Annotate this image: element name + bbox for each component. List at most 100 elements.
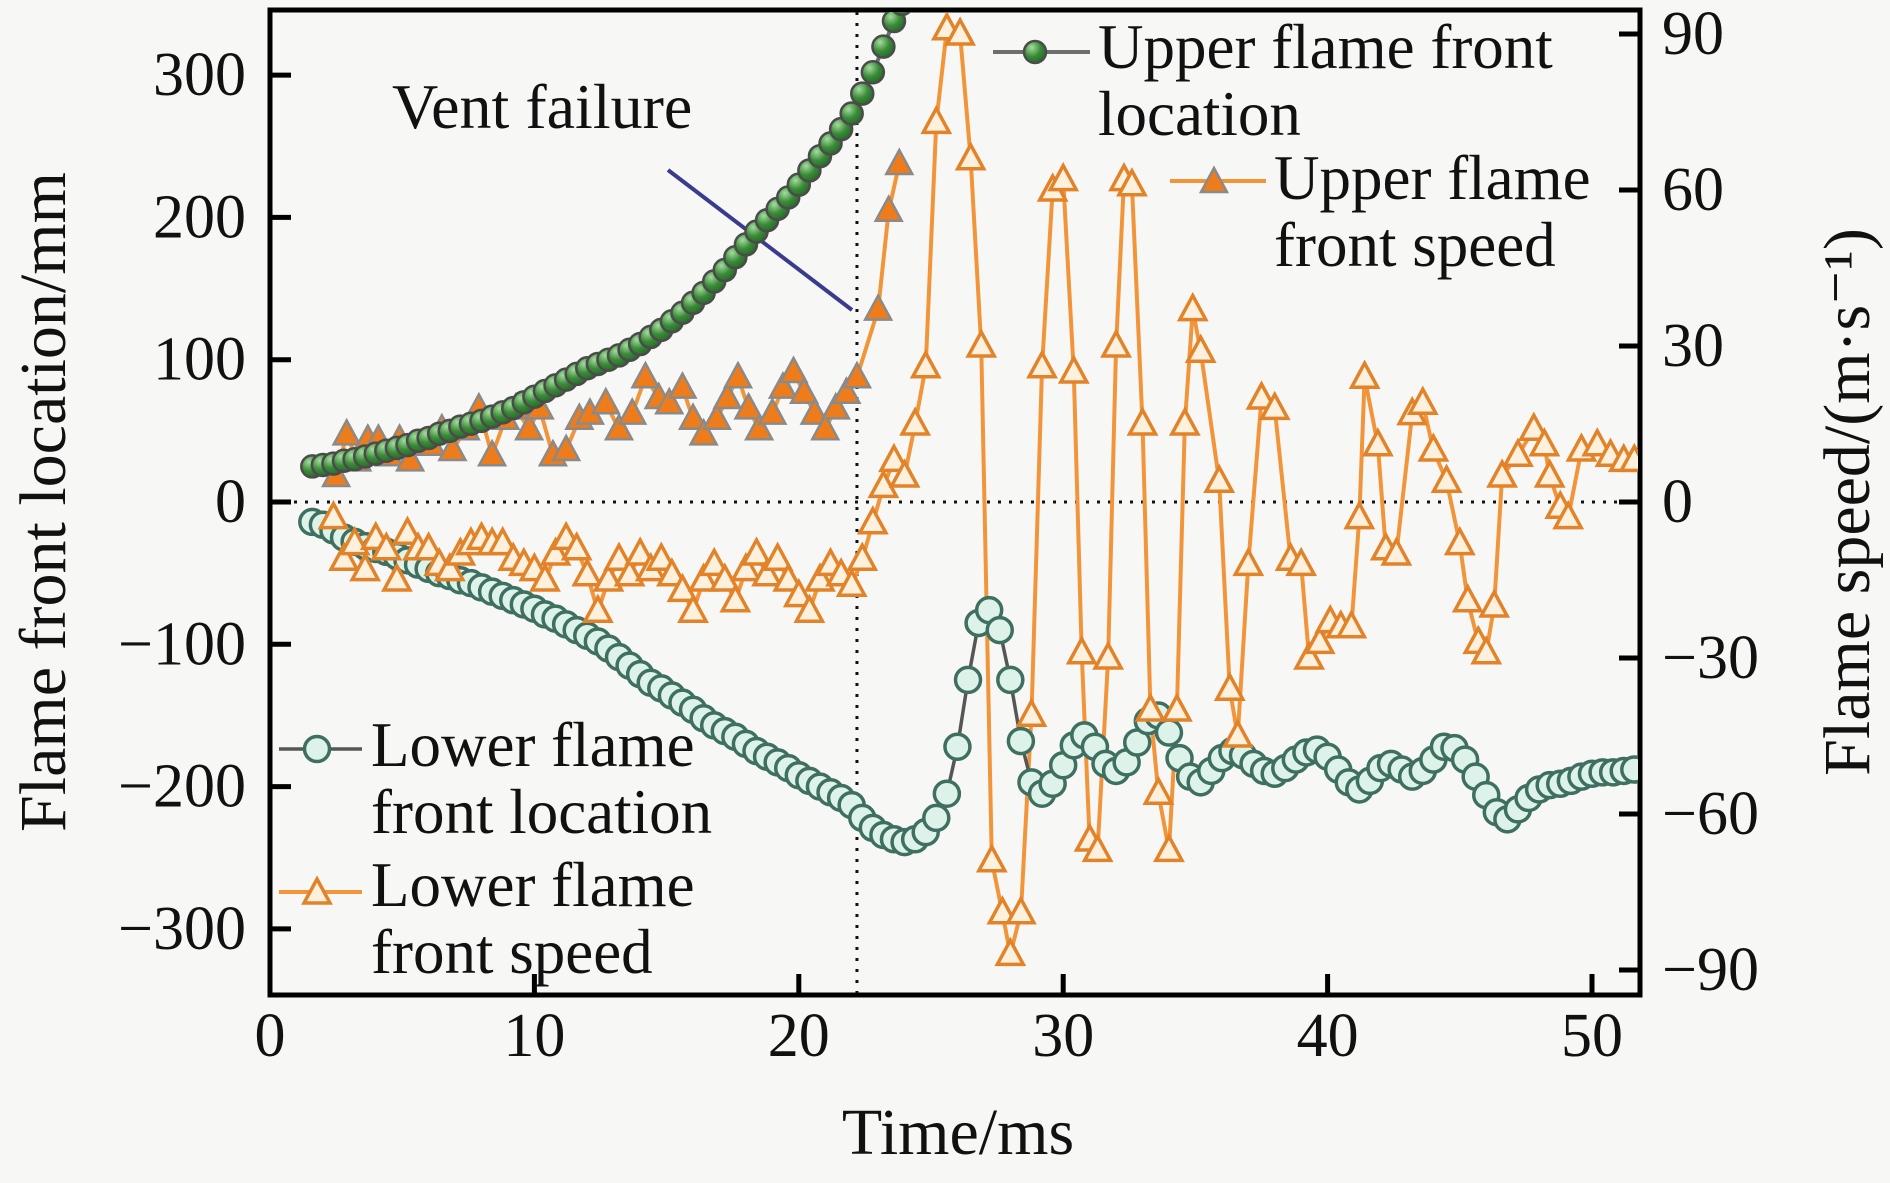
upper-speed-marker <box>778 355 809 384</box>
lower-speed-marker <box>729 551 762 582</box>
lower-speed-marker <box>1057 354 1090 384</box>
lower-location-marker <box>302 734 332 764</box>
upper-location-marker <box>881 12 907 34</box>
lower-speed-marker <box>878 442 910 473</box>
upper-speed-marker <box>437 433 468 462</box>
lower-speed-marker <box>1134 692 1167 722</box>
lower-speed-marker <box>301 875 333 905</box>
lower-speed-marker <box>1528 427 1561 457</box>
upper-speed-marker <box>884 147 915 176</box>
upper-speed-marker <box>863 292 894 321</box>
lower-speed-marker <box>804 562 836 592</box>
upper-speed-marker <box>603 412 635 441</box>
legend-upper-flame-front-location: Upper flame front location <box>1098 14 1553 148</box>
lower-speed-marker <box>1142 775 1175 805</box>
lower-speed-marker <box>1343 499 1376 530</box>
lower-speed-marker <box>1581 427 1614 457</box>
y-left-tick-label: −300 <box>118 895 246 963</box>
x-axis-title: Time/ms <box>841 1096 1075 1169</box>
lower-speed-marker <box>920 104 953 135</box>
lower-speed-marker <box>793 593 826 623</box>
lower-speed-marker <box>1092 640 1125 670</box>
upper-location-marker <box>839 101 864 126</box>
lower-speed-marker <box>391 515 424 545</box>
upper-speed-marker <box>841 360 873 389</box>
upper-speed-marker <box>767 370 799 399</box>
lower-speed-marker <box>994 936 1027 967</box>
lower-speed-marker <box>1335 609 1368 639</box>
upper-speed-marker <box>514 412 545 441</box>
upper-speed-marker <box>551 433 582 462</box>
lower-speed-marker <box>1100 328 1133 358</box>
upper-speed-marker <box>701 402 732 431</box>
upper-speed-marker <box>799 396 830 425</box>
lower-speed-marker <box>1184 333 1217 363</box>
lower-speed-marker <box>539 536 572 566</box>
lower-speed-marker <box>1380 536 1413 566</box>
lower-speed-marker <box>1417 432 1450 462</box>
upper-speed-marker <box>617 396 648 425</box>
legend-label-line: Upper flame front <box>1098 12 1553 82</box>
lower-speed-marker <box>1502 437 1534 467</box>
lower-speed-marker <box>986 895 1019 925</box>
upper-speed-marker <box>654 386 685 415</box>
lower-speed-marker <box>1168 406 1201 436</box>
lower-speed-marker <box>1081 832 1114 863</box>
lower-speed-marker <box>1026 349 1058 379</box>
lower-speed-marker <box>1213 671 1246 701</box>
lower-speed-marker <box>1015 697 1048 727</box>
lower-speed-marker <box>698 546 731 577</box>
lower-speed-marker <box>1258 390 1291 421</box>
upper-speed-marker <box>788 376 820 405</box>
lower-speed-marker <box>571 557 604 587</box>
upper-location-marker <box>1022 39 1048 65</box>
lower-location-marker <box>943 732 972 762</box>
upper-speed-marker <box>630 360 661 389</box>
lower-speed-marker <box>581 593 614 623</box>
lower-speed-marker <box>1047 161 1080 192</box>
lower-speed-marker <box>772 562 805 592</box>
lower-speed-marker <box>1443 525 1476 556</box>
lower-location-marker <box>996 665 1025 695</box>
lower-speed-marker <box>338 525 371 556</box>
lower-speed-marker <box>954 141 987 171</box>
lower-speed-marker <box>1221 718 1254 748</box>
x-tick-label: 0 <box>255 1002 286 1070</box>
lower-speed-marker <box>1153 832 1185 863</box>
lower-speed-marker <box>965 328 998 358</box>
legend-label-line: front speed <box>371 917 653 987</box>
lower-speed-marker <box>624 536 657 566</box>
y-left-tick-label: 0 <box>215 468 246 536</box>
legend-upper-flame-front-speed: Upper flame front speed <box>1274 145 1591 279</box>
y-left-tick-label: 200 <box>153 183 246 251</box>
lower-speed-marker <box>1303 624 1336 655</box>
lower-speed-marker <box>1245 380 1278 410</box>
lower-speed-marker <box>1293 640 1326 670</box>
y-right-tick-label: 30 <box>1662 312 1724 380</box>
lower-speed-marker <box>645 541 678 571</box>
lower-location-marker <box>985 615 1014 645</box>
y-right-tick-label: −90 <box>1662 936 1759 1004</box>
lower-speed-marker <box>975 843 1008 873</box>
lower-speed-marker <box>349 551 382 582</box>
lower-speed-marker <box>433 551 466 582</box>
upper-speed-marker <box>1198 165 1230 194</box>
lower-location-marker <box>922 803 951 833</box>
lower-speed-marker <box>560 531 593 561</box>
lower-speed-marker <box>380 562 413 592</box>
lower-speed-marker <box>370 531 403 561</box>
lower-speed-marker <box>1533 458 1566 488</box>
lower-speed-marker <box>1361 427 1394 457</box>
lower-speed-marker <box>1004 895 1037 925</box>
upper-speed-marker <box>831 376 862 405</box>
lower-speed-marker <box>835 567 868 597</box>
upper-speed-marker <box>476 438 508 467</box>
lower-speed-marker <box>1552 499 1585 530</box>
lower-speed-marker <box>1478 588 1511 618</box>
lower-location-marker <box>1154 718 1184 747</box>
upper-location-marker <box>860 60 886 85</box>
lower-speed-marker <box>613 557 646 587</box>
legend-lower-flame-front-speed: Lower flame front speed <box>371 852 695 986</box>
